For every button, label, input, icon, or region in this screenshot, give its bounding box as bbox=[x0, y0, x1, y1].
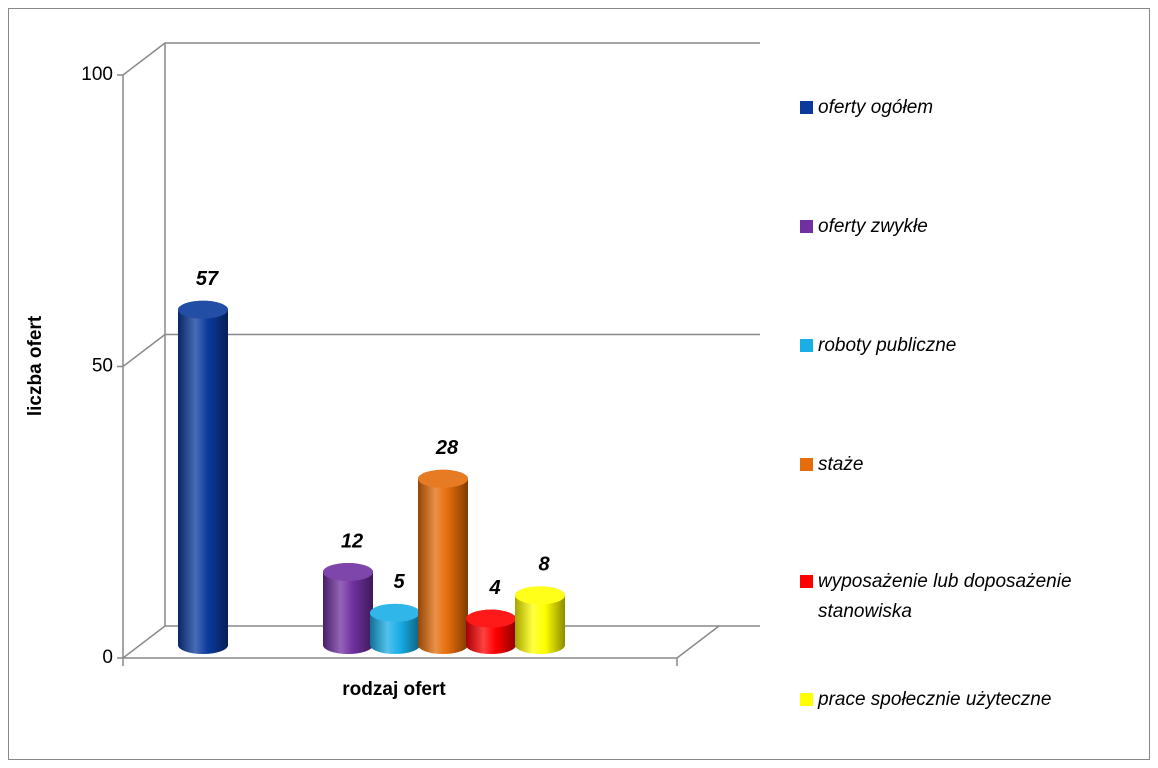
value-label: 28 bbox=[435, 437, 459, 459]
legend-swatch bbox=[800, 458, 813, 471]
legend-swatch bbox=[800, 339, 813, 352]
legend-label: staże bbox=[818, 454, 863, 475]
bar bbox=[515, 586, 565, 654]
bar-top bbox=[323, 563, 373, 582]
bar-top bbox=[466, 609, 516, 628]
value-label: 12 bbox=[341, 530, 363, 552]
legend-label: roboty publiczne bbox=[818, 335, 956, 356]
value-label: 4 bbox=[488, 577, 500, 599]
legend-swatch bbox=[800, 220, 813, 233]
legend-label: wyposażenie lub doposażenie stanowiska bbox=[818, 571, 1072, 622]
bar-top bbox=[418, 469, 468, 488]
x-axis-title: rodzaj ofert bbox=[342, 679, 446, 700]
bar-top bbox=[370, 603, 420, 622]
grid-line bbox=[122, 333, 760, 368]
legend-swatch bbox=[800, 101, 813, 114]
value-label: 5 bbox=[393, 571, 405, 593]
legend-swatch bbox=[800, 693, 813, 706]
y-tick-label: 0 bbox=[102, 647, 113, 668]
bar-top bbox=[515, 586, 565, 605]
bar bbox=[418, 469, 468, 654]
legend-label: oferty zwykłe bbox=[818, 216, 928, 237]
value-label: 57 bbox=[196, 268, 219, 290]
y-axis-title: liczba ofert bbox=[25, 315, 46, 416]
y-tick-label: 50 bbox=[92, 356, 113, 377]
legend-label: oferty ogółem bbox=[818, 97, 933, 118]
bar-top bbox=[178, 300, 228, 319]
value-label: 8 bbox=[538, 554, 550, 576]
y-tick-label: 100 bbox=[81, 64, 113, 85]
bar bbox=[323, 563, 373, 654]
legend-label: prace społecznie użyteczne bbox=[817, 689, 1051, 710]
bar bbox=[178, 300, 228, 654]
grid-line bbox=[122, 42, 760, 76]
legend-swatch bbox=[800, 575, 813, 588]
